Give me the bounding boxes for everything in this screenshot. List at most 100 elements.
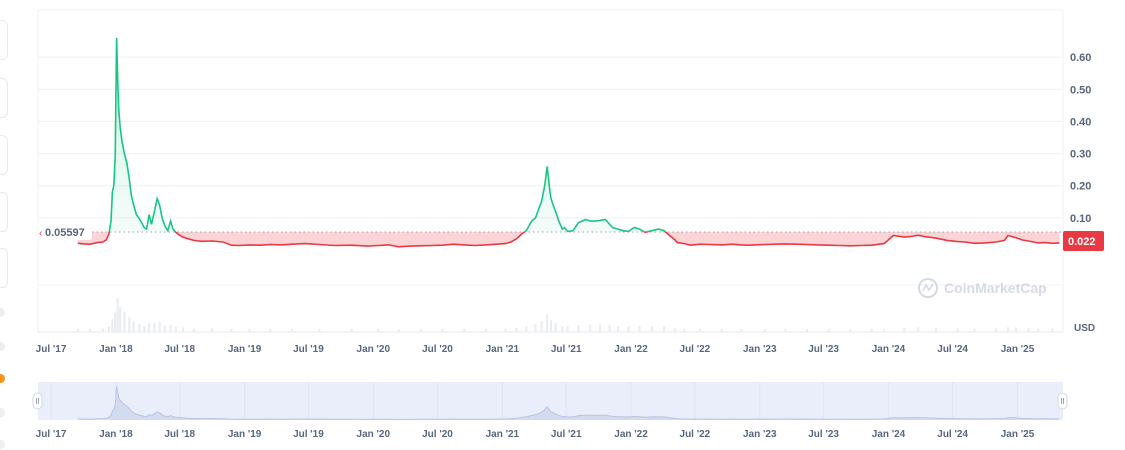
reference-price-label: 0.05597 — [45, 227, 85, 239]
y-tick-label: 0.20 — [1070, 181, 1091, 193]
sidebar-button[interactable] — [0, 192, 8, 232]
volume-bar — [546, 314, 549, 332]
volume-bar — [377, 329, 380, 332]
x-tick-label: Jan '23 — [743, 344, 777, 355]
volume-bar — [720, 329, 723, 332]
volume-bar — [169, 324, 172, 332]
navigator-x-tick-label: Jul '21 — [551, 429, 582, 440]
volume-bar — [269, 328, 272, 332]
volume-bar — [230, 329, 233, 332]
volume-bar — [192, 328, 195, 332]
y-axis-ticks: 0.10 0.20 0.30 0.40 0.50 0.60 — [1070, 52, 1091, 225]
volume-bar — [917, 327, 920, 332]
x-tick-label: Jul '17 — [36, 344, 67, 355]
volume-bar — [806, 328, 809, 332]
volume-bar — [903, 327, 906, 332]
volume-bar — [617, 326, 620, 332]
sidebar-button[interactable] — [0, 248, 8, 288]
volume-bar — [419, 329, 422, 332]
volume-bar — [397, 329, 400, 332]
sidebar-dot-icon[interactable] — [0, 342, 5, 351]
watermark-text: CoinMarketCap — [944, 280, 1047, 296]
navigator-x-tick-label: Jul '19 — [293, 429, 324, 440]
volume-bar — [599, 324, 602, 332]
navigator-right-handle[interactable] — [1057, 392, 1068, 410]
volume-bar — [566, 326, 569, 332]
y-tick-label: 0.10 — [1070, 213, 1091, 225]
navigator-x-tick-label: Jan '20 — [357, 429, 391, 440]
volume-bar — [484, 329, 487, 332]
volume-bar — [138, 324, 141, 332]
volume-bar — [318, 328, 321, 332]
volume-bar — [683, 328, 686, 332]
x-tick-label: Jan '18 — [99, 344, 133, 355]
volume-bar — [663, 326, 666, 332]
sidebar-dot-icon[interactable] — [0, 440, 5, 449]
volume-bar — [627, 326, 630, 332]
volume-bar — [935, 327, 938, 332]
x-axis-ticks: Jul '17 Jan '18 Jul '18 Jan '19 Jul '19 Jan '… — [36, 344, 1035, 355]
x-tick-label: Jul '20 — [422, 344, 453, 355]
volume-bar — [883, 328, 886, 332]
volume-bar — [111, 319, 114, 332]
price-line-below-reference — [77, 232, 1060, 248]
range-navigator[interactable] — [32, 382, 1068, 421]
navigator-x-tick-label: Jul '18 — [164, 429, 195, 440]
y-axis-unit: USD — [1074, 323, 1095, 334]
current-price-badge: 0.022 — [1063, 231, 1104, 251]
sidebar-button[interactable] — [0, 78, 8, 118]
navigator-left-handle[interactable] — [32, 392, 43, 410]
y-tick-label: 0.30 — [1070, 149, 1091, 161]
volume-bar — [525, 326, 528, 332]
navigator-x-tick-label: Jul '23 — [808, 429, 839, 440]
volume-bar — [1015, 327, 1018, 332]
volume-bar — [143, 325, 146, 332]
volume-bar — [870, 329, 873, 332]
volume-bar — [116, 298, 119, 332]
volume-bar — [550, 320, 553, 332]
navigator-x-tick-label: Jul '22 — [680, 429, 711, 440]
volume-bar — [784, 328, 787, 332]
volume-bar — [827, 329, 830, 332]
volume-bar — [540, 321, 543, 332]
sidebar-coin-icon[interactable] — [0, 374, 5, 383]
navigator-x-tick-label: Jan '24 — [872, 429, 906, 440]
volume-bar — [973, 328, 976, 332]
volume-bar — [153, 322, 156, 332]
navigator-x-tick-label: Jan '18 — [99, 429, 133, 440]
x-tick-label: Jul '19 — [293, 344, 324, 355]
volume-bar — [290, 328, 293, 332]
volume-bar — [956, 328, 959, 332]
sidebar-button[interactable] — [0, 135, 8, 175]
sidebar-button[interactable] — [0, 20, 8, 60]
current-price-label: 0.022 — [1068, 236, 1096, 248]
volume-bar — [1037, 328, 1040, 332]
x-tick-label: Jan '24 — [872, 344, 906, 355]
sidebar-dot-icon[interactable] — [0, 408, 5, 417]
navigator-x-tick-label: Jul '20 — [422, 429, 453, 440]
volume-bar — [561, 326, 564, 332]
navigator-price-line — [77, 386, 1060, 421]
x-tick-label: Jan '21 — [486, 344, 520, 355]
navigator-x-tick-label: Jan '19 — [228, 429, 262, 440]
x-tick-label: Jan '20 — [357, 344, 391, 355]
volume-bar — [740, 329, 743, 332]
y-tick-label: 0.50 — [1070, 84, 1091, 96]
volume-bar — [763, 328, 766, 332]
volume-bar — [589, 324, 592, 332]
price-area-above-reference — [77, 37, 1060, 232]
price-line-above-reference — [108, 37, 667, 232]
navigator-x-tick-label: Jul '17 — [36, 429, 67, 440]
volume-bar — [119, 307, 122, 332]
volume-bar — [132, 321, 135, 332]
volume-bar — [248, 329, 251, 332]
volume-bar — [123, 312, 126, 332]
navigator-x-tick-label: Jan '21 — [486, 429, 520, 440]
volume-bar — [577, 324, 580, 332]
volume-bar — [504, 328, 507, 332]
volume-bar — [181, 327, 184, 332]
volume-bar — [350, 329, 353, 332]
sidebar-dot-icon[interactable] — [0, 308, 5, 317]
x-tick-label: Jul '18 — [164, 344, 195, 355]
